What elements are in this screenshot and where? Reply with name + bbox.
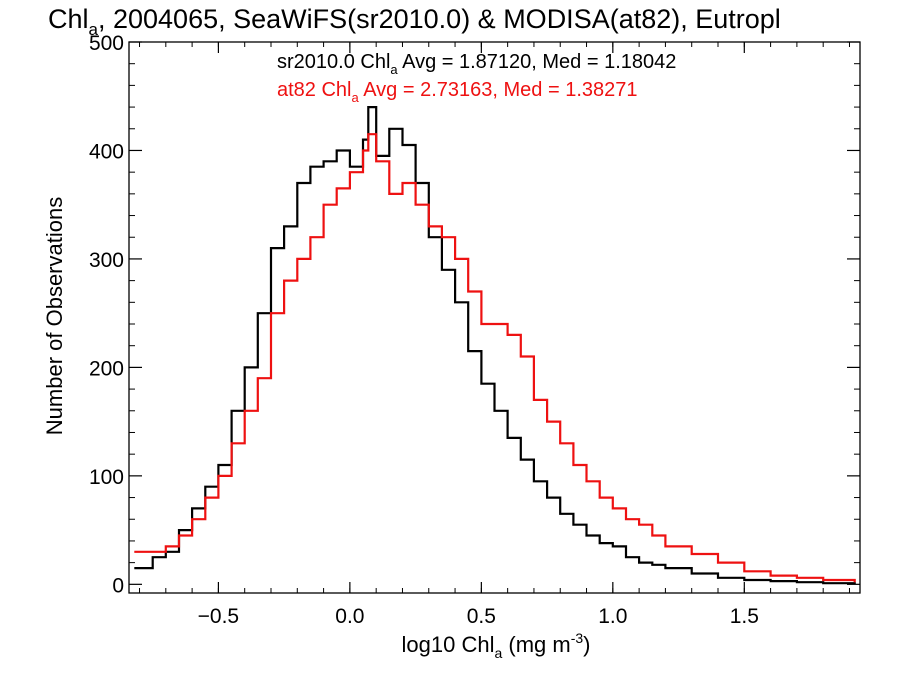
y-tick-label: 200 [89, 357, 124, 380]
chart-title-main: Chl [48, 4, 89, 34]
x-tick-label: 0.0 [335, 605, 364, 628]
legend-sr2010-prefix: sr2010.0 Chl [277, 51, 390, 73]
series-line-sr2010 [134, 106, 856, 585]
chart-title-rest: , 2004065, SeaWiFS(sr2010.0) & MODISA(at… [98, 4, 781, 34]
series-line-at82 [134, 133, 856, 583]
y-tick-label: 300 [89, 249, 124, 272]
x-axis-label-superscript: -3 [571, 630, 584, 646]
legend-entry-sr2010: sr2010.0 Chla Avg = 1.87120, Med = 1.180… [277, 51, 676, 77]
x-tick-label: 1.5 [730, 605, 759, 628]
legend-at82-stats: Avg = 2.73163, Med = 1.38271 [359, 79, 638, 101]
x-axis-label-subscript: a [494, 645, 502, 661]
x-axis-label-prefix: log10 Chl [402, 632, 495, 657]
x-axis-label: log10 Chla (mg m-3) [402, 630, 591, 661]
x-tick-label: 0.5 [467, 605, 496, 628]
y-tick-label: 400 [89, 140, 124, 163]
x-axis-tick-labels: −0.5 0.0 0.5 1.0 1.5 [198, 605, 759, 628]
y-axis-ticks [129, 41, 860, 585]
chart-title-subscript: a [89, 20, 99, 39]
x-tick-label: 1.0 [598, 605, 627, 628]
y-tick-label: 500 [89, 32, 124, 55]
y-tick-label: 0 [112, 574, 124, 597]
plot-frame [128, 41, 861, 594]
legend-sr2010-subscript: a [390, 62, 398, 77]
y-axis-label: Number of Observations [42, 197, 67, 435]
x-axis-label-units: (mg m [502, 632, 570, 657]
x-axis-label-suffix: ) [583, 632, 590, 657]
legend-at82-subscript: a [352, 90, 360, 105]
legend-at82-prefix: at82 Chl [277, 79, 352, 101]
x-tick-label: −0.5 [198, 605, 239, 628]
legend-sr2010-stats: Avg = 1.87120, Med = 1.18042 [398, 51, 677, 73]
y-axis-tick-labels: 0 100 200 300 400 500 [89, 32, 124, 597]
y-tick-label: 100 [89, 466, 124, 489]
x-axis-ticks [139, 42, 850, 593]
legend-entry-at82: at82 Chla Avg = 2.73163, Med = 1.38271 [277, 79, 637, 105]
chart-title: Chla, 2004065, SeaWiFS(sr2010.0) & MODIS… [48, 4, 781, 39]
